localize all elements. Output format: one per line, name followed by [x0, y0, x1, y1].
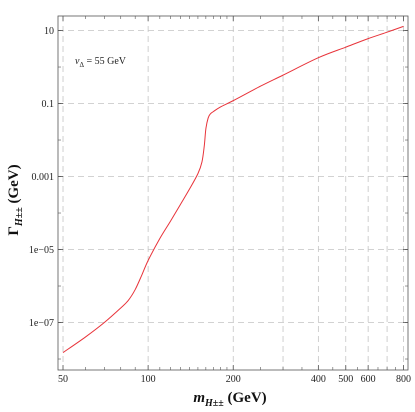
series-layer	[62, 25, 404, 354]
x-tick-label: 600	[361, 374, 376, 385]
x-tick-label: 500	[338, 374, 353, 385]
annotation: vΔ = 55 GeV	[75, 56, 127, 69]
y-tick-label: 1e−07	[29, 318, 54, 329]
x-tick-label: 200	[226, 374, 241, 385]
series-line	[62, 25, 404, 354]
x-tick-label: 800	[396, 374, 411, 385]
y-tick-label: 0.1	[42, 99, 55, 110]
x-tick-label: 50	[58, 374, 68, 385]
y-tick-label: 10	[44, 26, 54, 37]
y-axis-title: ΓH±± (GeV)	[6, 164, 25, 235]
y-tick-label: 0.001	[32, 172, 55, 183]
y-tick-label: 1e−05	[29, 245, 54, 256]
grid	[58, 16, 408, 370]
x-axis-title: mH±± (GeV)	[193, 390, 266, 409]
ticks: 50 100 200 400 500 600 800 10 0.1 0.001 1e−05 1e−07	[29, 16, 411, 385]
x-tick-label: 400	[311, 374, 326, 385]
x-tick-label: 100	[141, 374, 156, 385]
